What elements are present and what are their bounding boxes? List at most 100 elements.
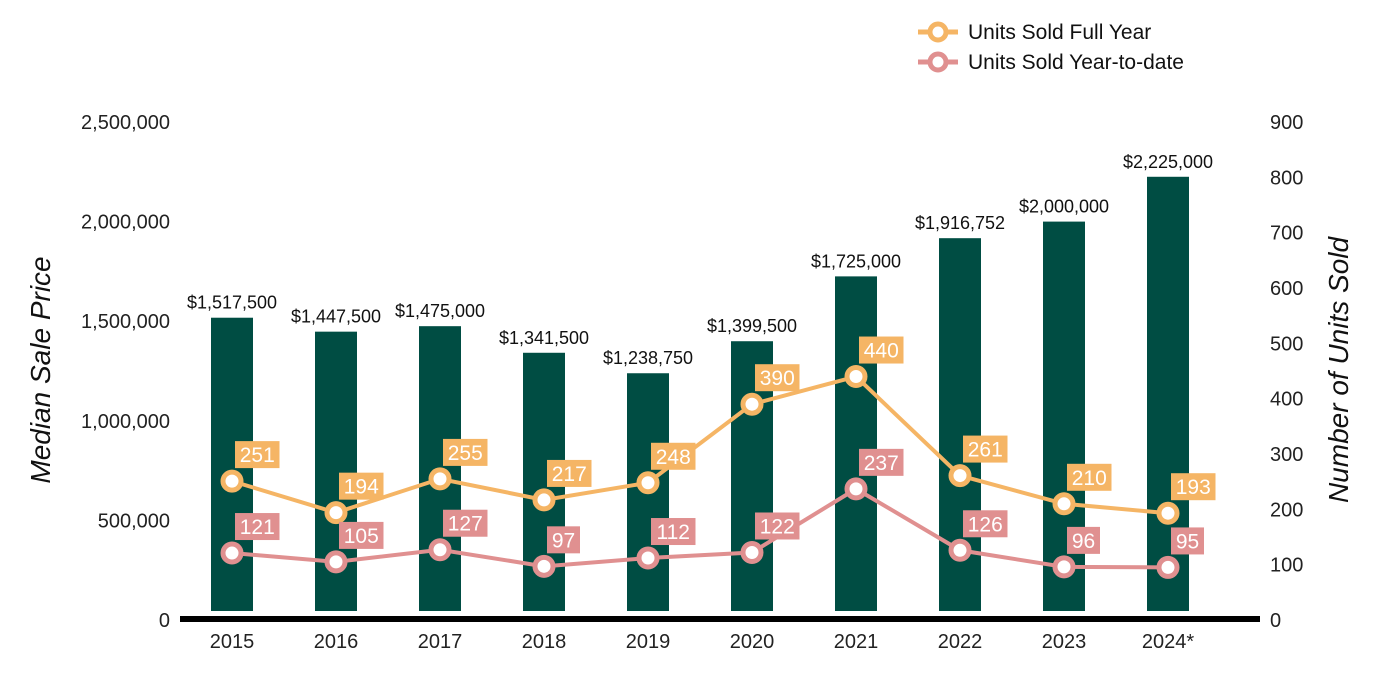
y2-axis-title: Number of Units Sold [1323, 236, 1354, 504]
data-point [428, 538, 452, 562]
data-label: 251 [240, 444, 275, 467]
data-point [740, 392, 764, 416]
data-point [1052, 492, 1076, 516]
data-label-box [859, 448, 904, 476]
y2-tick-label: 400 [1270, 389, 1303, 411]
bar-value-label: $1,475,000 [395, 301, 485, 321]
data-label-box [443, 509, 488, 537]
bar-value-label: $1,916,752 [915, 213, 1005, 233]
data-label: 121 [240, 516, 275, 539]
y2-tick-label: 100 [1270, 555, 1303, 577]
data-label: 261 [968, 439, 1003, 462]
x-axis-line [180, 616, 1260, 622]
data-point [1156, 555, 1180, 579]
data-label-box [1067, 526, 1100, 554]
data-label-box [651, 518, 696, 546]
data-label: 193 [1176, 476, 1211, 499]
x-tick-label: 2020 [730, 631, 775, 653]
data-point [324, 550, 348, 574]
data-label: 97 [552, 529, 575, 552]
data-label: 248 [656, 446, 691, 469]
legend-marker-icon [927, 21, 949, 43]
y2-tick-label: 300 [1270, 444, 1303, 466]
data-label: 217 [552, 463, 587, 486]
y2-tick-label: 200 [1270, 499, 1303, 521]
series-line [231, 374, 1169, 516]
bar [835, 276, 877, 611]
data-label: 126 [968, 513, 1003, 536]
y-tick-label: 1,500,000 [81, 311, 170, 333]
data-point [844, 477, 868, 501]
data-label-box [547, 459, 592, 487]
data-label-box [755, 512, 800, 540]
data-label-box [651, 442, 696, 470]
data-label: 237 [864, 452, 899, 475]
y-tick-label: 2,000,000 [81, 212, 170, 234]
data-point [636, 471, 660, 495]
series-line [231, 486, 1169, 570]
y-tick-label: 500,000 [98, 510, 170, 532]
data-label-box [235, 513, 280, 541]
data-label-box [443, 438, 488, 466]
y2-tick-label: 700 [1270, 223, 1303, 245]
data-point [532, 554, 556, 578]
y2-tick-label: 500 [1270, 333, 1303, 355]
data-point [1156, 501, 1180, 525]
data-label-box [339, 472, 384, 500]
data-label: 440 [864, 340, 899, 363]
data-label-box [339, 521, 384, 549]
x-tick-label: 2022 [938, 631, 983, 653]
bar-value-label: $1,341,500 [499, 328, 589, 348]
data-point [948, 464, 972, 488]
bar-value-label: $1,399,500 [707, 316, 797, 336]
data-label-box [1171, 527, 1204, 555]
bar-value-label: $2,000,000 [1019, 197, 1109, 217]
data-label: 96 [1072, 530, 1095, 553]
y-axis-title: Median Sale Price [25, 256, 56, 483]
data-point [220, 541, 244, 565]
data-label: 127 [448, 513, 483, 536]
x-tick-label: 2017 [418, 631, 463, 653]
x-tick-label: 2016 [314, 631, 359, 653]
data-label: 255 [448, 442, 483, 465]
legend-label: Units Sold Year-to-date [968, 51, 1184, 74]
data-label: 210 [1072, 467, 1107, 490]
x-tick-label: 2019 [626, 631, 671, 653]
data-point [740, 540, 764, 564]
data-point [636, 546, 660, 570]
y-tick-label: 2,500,000 [81, 112, 170, 134]
y-tick-label: 1,000,000 [81, 411, 170, 433]
y-tick-label: 0 [159, 610, 170, 632]
data-label-box [1067, 463, 1112, 491]
bar-value-label: $1,725,000 [811, 251, 901, 271]
data-point [220, 469, 244, 493]
data-label-box [963, 510, 1008, 538]
data-point [844, 365, 868, 389]
legend-label: Units Sold Full Year [968, 21, 1151, 44]
data-label: 112 [657, 521, 690, 544]
data-label: 194 [344, 476, 379, 499]
y2-tick-label: 800 [1270, 167, 1303, 189]
data-point [428, 467, 452, 491]
data-point [1052, 555, 1076, 579]
data-label-box [963, 435, 1008, 463]
data-point [324, 501, 348, 525]
bar-value-label: $1,238,750 [603, 348, 693, 368]
bar-value-label: $2,225,000 [1123, 152, 1213, 172]
data-point [948, 538, 972, 562]
data-label-box [235, 441, 280, 469]
data-point [532, 488, 556, 512]
data-label: 95 [1176, 530, 1199, 553]
data-label-box [1171, 473, 1216, 501]
x-tick-label: 2015 [210, 631, 255, 653]
y2-tick-label: 900 [1270, 112, 1303, 134]
y2-tick-label: 0 [1270, 610, 1281, 632]
y2-tick-label: 600 [1270, 278, 1303, 300]
x-tick-label: 2021 [834, 631, 879, 653]
x-tick-label: 2024* [1142, 631, 1194, 653]
data-label: 122 [760, 515, 795, 538]
data-label-box [859, 336, 904, 364]
data-label-box [547, 526, 580, 554]
legend-marker-icon [927, 51, 949, 73]
